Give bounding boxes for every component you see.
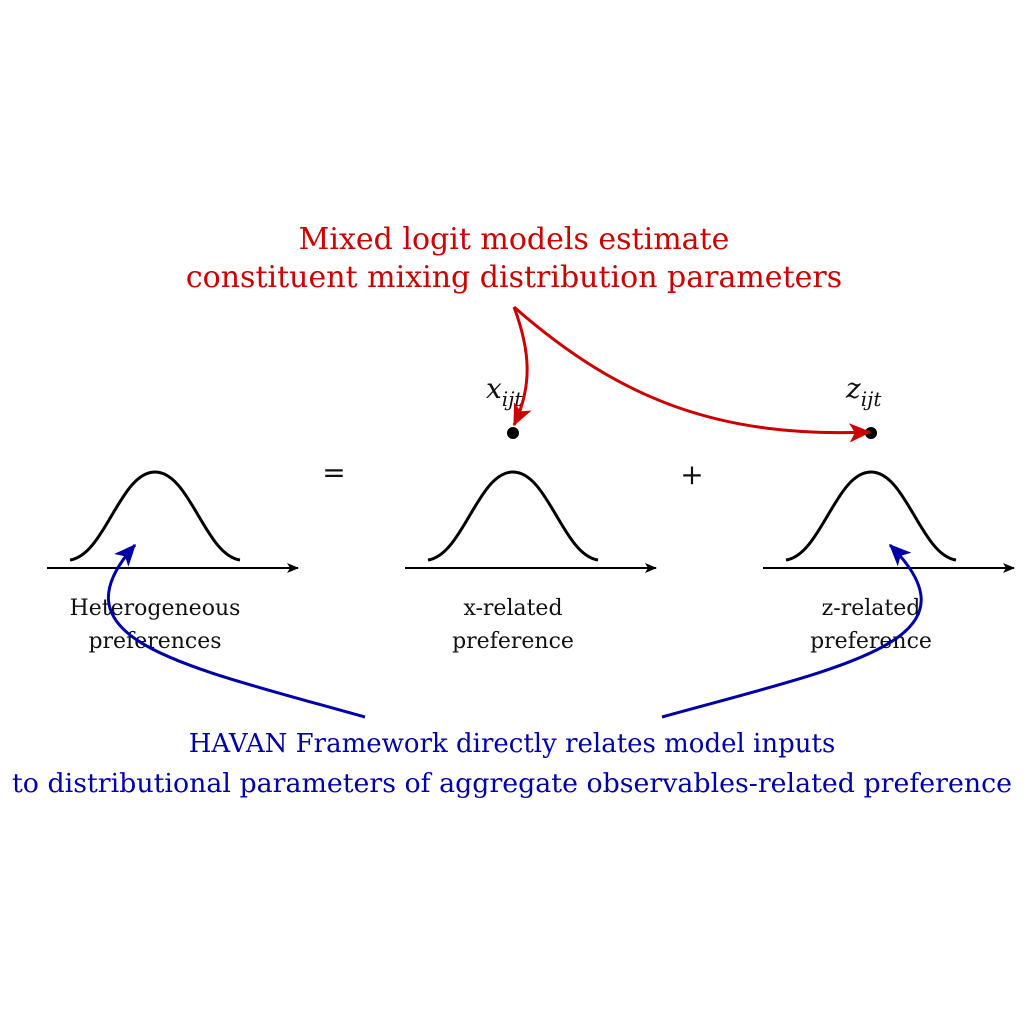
equals-sign: = — [322, 456, 345, 489]
distribution-label-line-1: x-related — [463, 596, 562, 621]
plus-sign: + — [680, 458, 703, 491]
distribution-label-line-1: z-related — [822, 596, 921, 621]
distribution-label-line-2: preference — [810, 629, 932, 654]
bottom-annotation-line-2: to distributional parameters of aggregat… — [12, 769, 1012, 799]
top-annotation-line-1: Mixed logit models estimate — [299, 222, 730, 257]
bottom-annotation: HAVAN Framework directly relates model i… — [12, 729, 1012, 799]
distribution-label-line-2: preference — [452, 629, 574, 654]
blue-arrow-to-heterogeneous — [106, 543, 366, 719]
variable-label: zijt — [845, 372, 882, 411]
distribution-z-related: z-related preference zijt — [763, 372, 1015, 654]
variable-base: x — [486, 372, 502, 405]
distribution-x-related: x-related preference xijt — [405, 372, 657, 654]
red-arrow-to-x — [512, 306, 532, 427]
bottom-annotation-line-1: HAVAN Framework directly relates model i… — [189, 729, 836, 759]
distribution-heterogeneous: Heterogeneous preferences — [47, 470, 299, 654]
bell-curve — [69, 470, 241, 562]
red-arrow-to-z — [513, 305, 872, 443]
top-annotation-line-2: constituent mixing distribution paramete… — [186, 260, 842, 295]
variable-label: xijt — [486, 372, 523, 411]
blue-arrow-to-z — [661, 543, 923, 719]
variable-subscript: ijt — [861, 387, 883, 411]
bell-curve — [427, 470, 599, 562]
bell-curve — [785, 470, 957, 562]
variable-base: z — [845, 372, 861, 405]
top-annotation: Mixed logit models estimate constituent … — [186, 222, 842, 295]
distribution-label-line-1: Heterogeneous — [70, 596, 241, 621]
point-marker — [507, 427, 519, 439]
